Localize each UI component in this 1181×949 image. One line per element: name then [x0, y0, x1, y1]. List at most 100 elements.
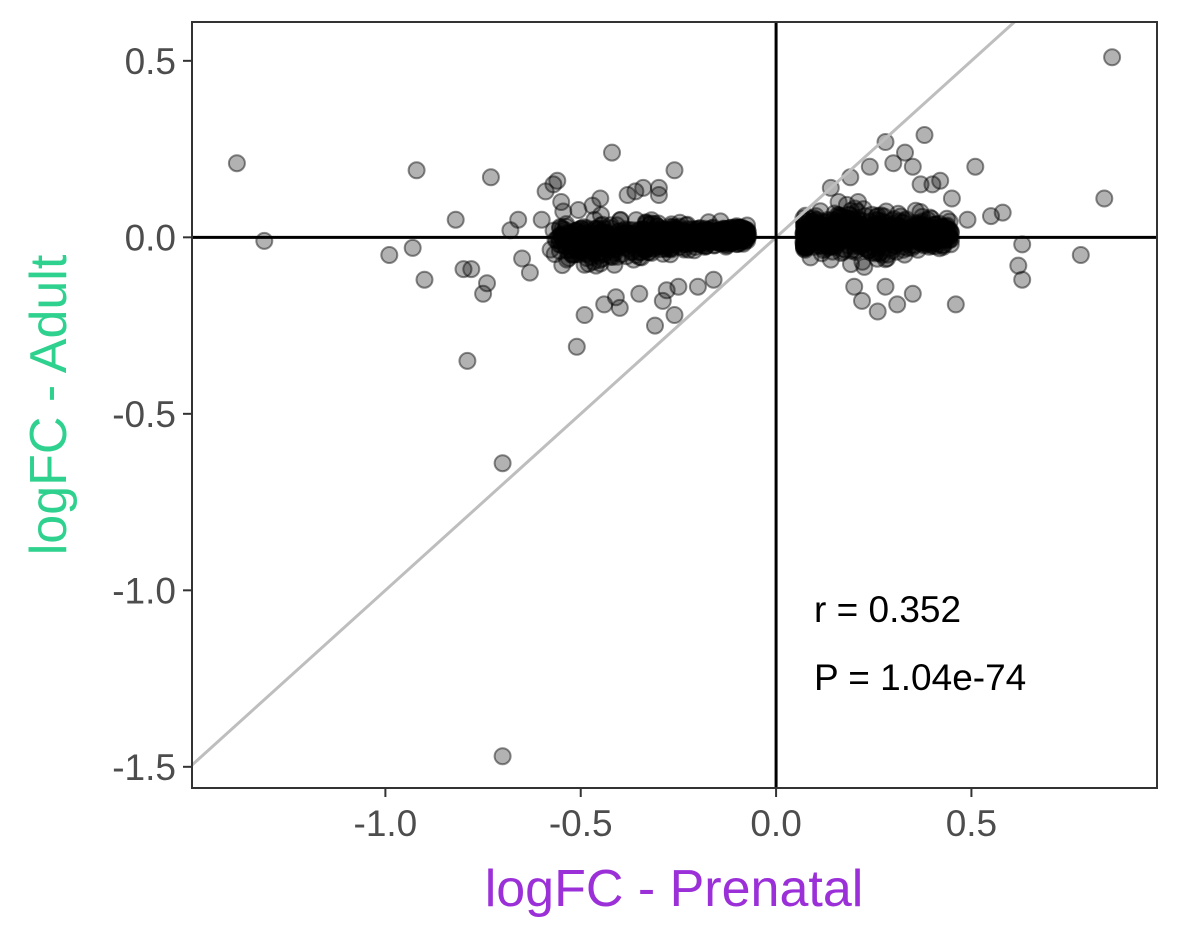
data-point	[567, 241, 586, 260]
data-point	[879, 216, 898, 235]
data-point	[629, 222, 648, 241]
data-point	[623, 230, 641, 249]
data-point	[563, 244, 582, 263]
data-point	[905, 225, 924, 244]
data-point	[646, 222, 664, 241]
data-point	[938, 226, 957, 245]
data-point	[914, 216, 933, 235]
data-point	[846, 217, 865, 236]
data-point	[846, 213, 865, 232]
data-point	[857, 216, 876, 235]
data-point	[868, 211, 887, 230]
data-point	[562, 241, 581, 260]
data-point	[616, 230, 635, 249]
data-point	[474, 284, 493, 303]
data-point	[924, 234, 943, 253]
data-point	[861, 212, 880, 231]
data-point	[880, 230, 899, 249]
data-point	[659, 229, 678, 248]
data-point	[819, 217, 838, 236]
data-point	[697, 234, 716, 253]
data-point	[818, 216, 837, 235]
data-point	[603, 248, 622, 266]
data-point	[809, 214, 828, 233]
data-point	[575, 306, 594, 324]
data-point	[896, 211, 915, 230]
data-point	[678, 222, 697, 241]
data-point	[727, 222, 746, 241]
data-point	[575, 226, 593, 245]
data-point	[612, 245, 631, 264]
data-point	[557, 217, 576, 236]
data-point	[634, 178, 653, 197]
data-point	[878, 249, 897, 268]
data-point	[831, 207, 849, 225]
data-point	[691, 230, 710, 249]
data-point	[561, 240, 579, 259]
data-point	[712, 222, 731, 241]
data-point	[891, 217, 910, 236]
y-tick-label: -1.0	[112, 570, 176, 611]
data-point	[584, 243, 603, 261]
data-point	[722, 229, 741, 248]
data-point	[637, 215, 656, 234]
data-point	[868, 249, 887, 268]
data-point	[818, 211, 837, 229]
data-point	[593, 249, 611, 268]
data-point	[837, 195, 856, 214]
data-point	[825, 204, 844, 223]
data-point	[846, 217, 865, 236]
data-point	[812, 244, 831, 263]
data-point	[801, 210, 820, 228]
data-point	[871, 215, 890, 234]
data-point	[694, 229, 712, 248]
data-point	[826, 217, 845, 236]
data-point	[707, 229, 726, 248]
data-point	[809, 226, 828, 245]
data-point	[847, 217, 866, 236]
reference-lines	[192, 22, 1157, 788]
data-point	[720, 222, 738, 241]
data-point	[646, 316, 664, 335]
data-point	[585, 210, 604, 229]
data-point	[558, 226, 577, 245]
data-point	[732, 218, 751, 237]
data-point	[737, 222, 756, 241]
data-point	[701, 226, 720, 244]
data-point	[454, 260, 473, 279]
data-point	[678, 215, 697, 234]
data-point	[584, 252, 603, 271]
data-point	[877, 202, 896, 221]
data-point	[736, 222, 754, 241]
data-point	[860, 241, 879, 260]
data-point	[828, 217, 847, 236]
data-point	[915, 226, 934, 245]
data-point	[846, 233, 865, 252]
data-point	[680, 226, 699, 245]
data-point	[579, 238, 598, 257]
data-point	[821, 234, 840, 252]
data-point	[585, 230, 604, 249]
x-tick-label: 0.0	[750, 803, 801, 844]
data-point	[648, 217, 667, 236]
data-point	[651, 230, 670, 249]
data-point	[850, 230, 868, 249]
data-point	[796, 240, 815, 259]
data-point	[678, 226, 697, 244]
data-point	[837, 208, 856, 227]
data-point	[691, 226, 710, 245]
data-point	[805, 214, 823, 233]
data-point	[802, 212, 821, 231]
data-point	[655, 226, 674, 245]
data-point	[1095, 189, 1114, 208]
data-point	[868, 302, 887, 321]
data-point	[854, 200, 873, 219]
data-point	[802, 226, 821, 244]
data-point	[704, 226, 722, 245]
data-point	[825, 216, 844, 234]
data-point	[840, 212, 859, 231]
data-point	[809, 215, 828, 234]
data-point	[729, 218, 748, 237]
data-point	[831, 215, 850, 234]
data-point	[930, 214, 949, 233]
